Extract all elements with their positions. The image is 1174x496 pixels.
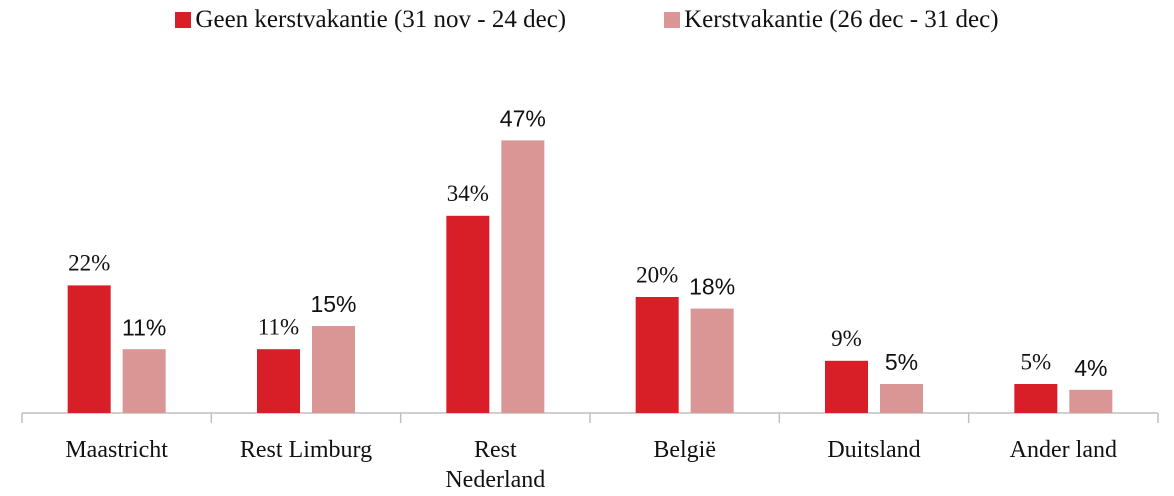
data-label: 34% xyxy=(447,181,489,206)
bar xyxy=(501,140,545,413)
legend-item: Kerstvakantie (26 dec - 31 dec) xyxy=(664,6,999,34)
data-label: 9% xyxy=(831,326,862,351)
bar xyxy=(446,215,490,413)
x-tick-label: Rest Limburg xyxy=(239,437,373,463)
legend-label: Geen kerstvakantie (31 nov - 24 dec) xyxy=(195,6,567,33)
bar xyxy=(67,285,111,413)
bar xyxy=(1014,384,1058,413)
data-label: 18% xyxy=(689,274,735,300)
x-tick-label: Ander land xyxy=(1009,437,1117,463)
bar xyxy=(122,349,166,413)
data-label: 5% xyxy=(1020,349,1051,374)
bar xyxy=(880,384,923,413)
data-label: 20% xyxy=(636,262,678,287)
data-label: 15% xyxy=(310,291,356,317)
data-label: 11% xyxy=(122,314,166,340)
x-tick-label: Duitsland xyxy=(827,437,921,463)
x-tick-label: België xyxy=(653,437,716,463)
bar xyxy=(825,360,868,413)
data-label: 22% xyxy=(68,251,110,276)
data-label: 11% xyxy=(258,314,299,339)
bar xyxy=(690,308,734,413)
legend-swatch xyxy=(664,12,681,28)
data-label: 47% xyxy=(500,105,546,131)
data-label: 4% xyxy=(1074,355,1107,381)
data-label: 5% xyxy=(885,349,918,375)
legend-label: Kerstvakantie (26 dec - 31 dec) xyxy=(684,6,999,33)
x-tick-label: Rest Nederland xyxy=(445,437,546,493)
x-tick-label: Maastricht xyxy=(65,437,168,463)
legend: Geen kerstvakantie (31 nov - 24 dec) Kers… xyxy=(0,6,1174,34)
bar xyxy=(1069,389,1113,413)
bar xyxy=(257,349,300,413)
bar xyxy=(312,326,355,413)
legend-swatch xyxy=(175,12,192,28)
bar xyxy=(635,297,679,413)
legend-item: Geen kerstvakantie (31 nov - 24 dec) xyxy=(175,6,566,34)
